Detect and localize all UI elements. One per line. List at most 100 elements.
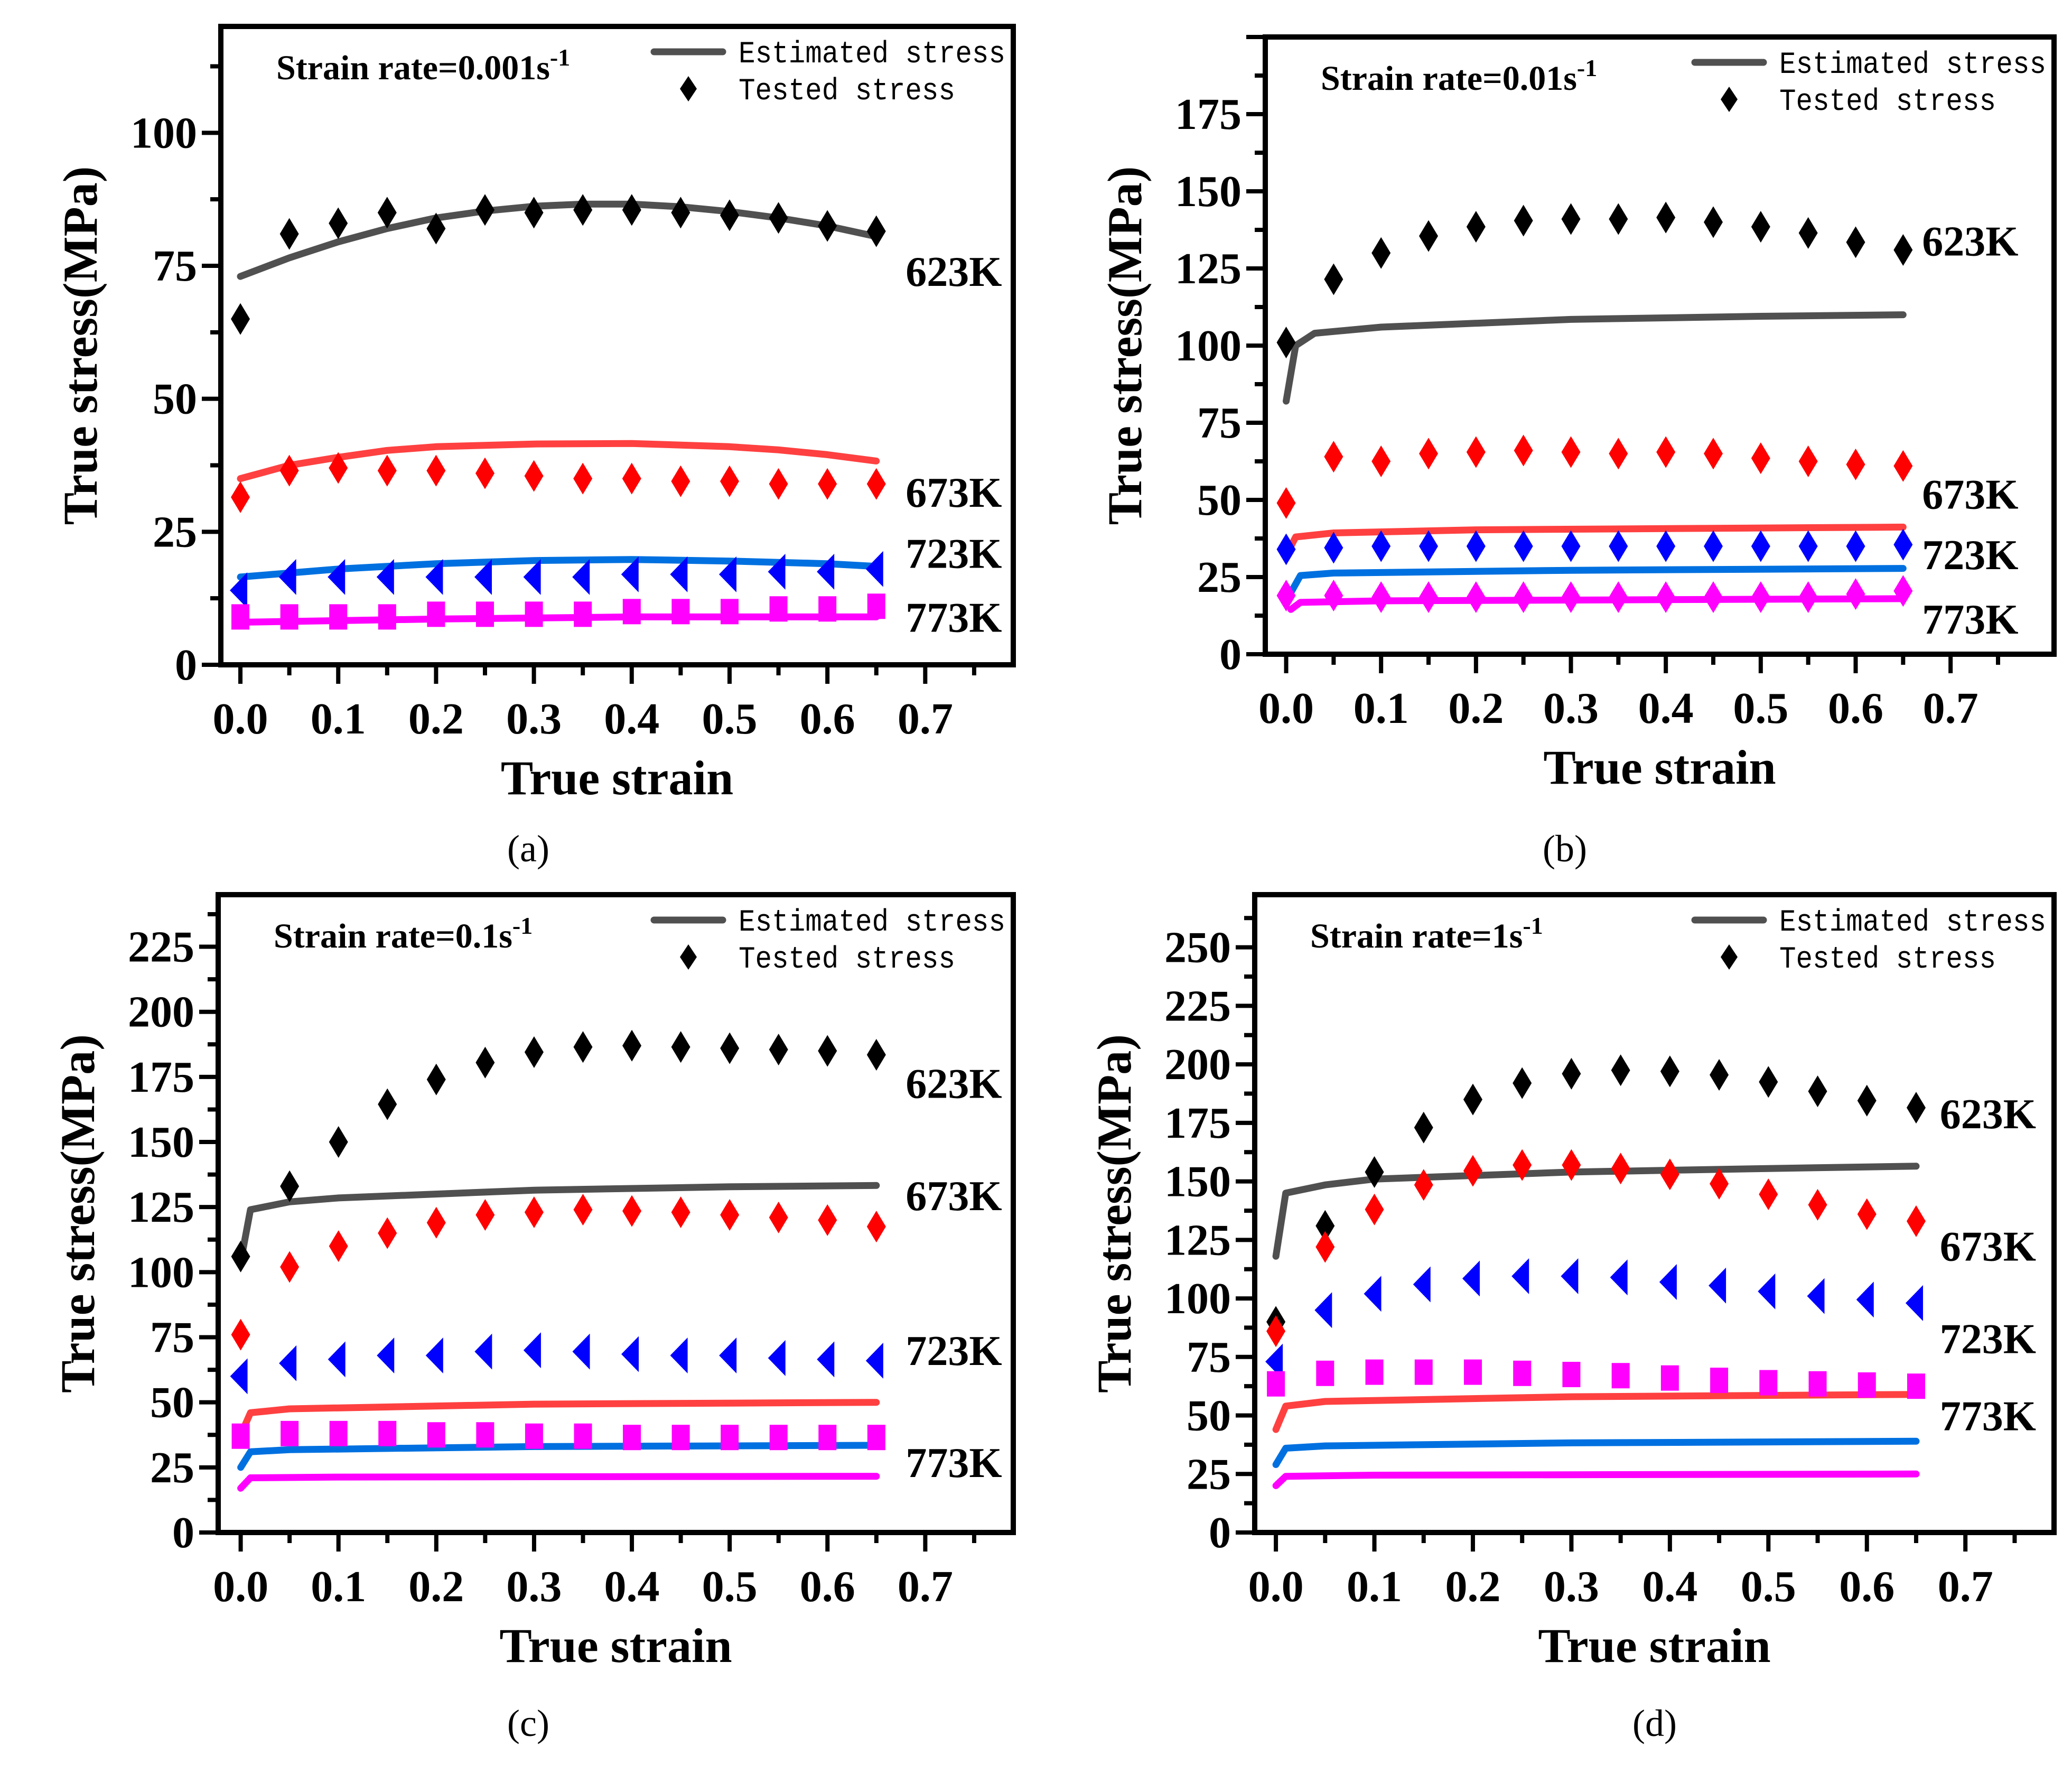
tested-point-773K [671,599,690,625]
x-axis-title: True strain [501,751,733,805]
estimated-line-623K [237,1182,880,1266]
tested-point-723K [474,559,492,595]
tested-point-673K [769,468,788,500]
tested-point-773K [378,1420,397,1446]
tested-point-723K [768,1340,786,1376]
tested-point-723K [523,1332,541,1369]
tested-point-623K [622,194,641,226]
tested-point-673K [1414,1169,1433,1201]
tested-point-673K [720,465,739,497]
tested-point-773K [1561,581,1581,613]
tested-point-723K [1807,1278,1825,1314]
tested-point-773K [427,601,445,627]
chart-title-superscript: -1 [1577,54,1597,81]
tested-point-773K [623,1425,641,1451]
chart-title-text: Strain rate=0.01s [1321,59,1577,98]
tested-point-673K [1857,1198,1877,1230]
tested-point-723K [1846,530,1865,562]
tested-point-673K [1561,436,1581,468]
y-tick-label: 50 [1187,1391,1231,1441]
tested-point-773K [1562,1362,1581,1388]
tested-point-723K [230,572,248,609]
tested-point-723K [279,1345,297,1381]
tested-point-723K [328,559,346,595]
x-axis-title: True strain [499,1619,732,1673]
tested-point-773K [280,604,298,630]
tested-point-773K [1466,581,1486,613]
temperature-label: 723K [906,1328,1002,1374]
tested-point-673K [866,1211,886,1243]
tested-point-673K [475,457,494,489]
legend-diamond-icon [680,76,697,101]
tested-point-623K [1463,1083,1482,1116]
tested-point-623K [1893,234,1913,266]
tested-point-623K [329,207,348,239]
tested-point-723K [1798,530,1818,562]
tested-point-773K [721,1425,739,1451]
tested-point-773K [1656,581,1676,613]
tested-point-623K [573,1031,593,1063]
tested-point-623K [426,212,446,245]
tested-point-723K [1561,1258,1579,1294]
tested-point-673K [1704,438,1723,470]
tested-point-723K [376,559,394,595]
temperature-label: 773K [906,595,1002,641]
tested-point-673K [378,1217,397,1249]
tested-point-623K [1561,203,1581,235]
tested-point-673K [524,460,544,492]
tested-point-773K [1808,1371,1827,1397]
plot-frame [1252,892,2057,1535]
tested-point-673K [1611,1153,1630,1185]
tested-point-773K [671,1425,690,1451]
x-tick-label: 0.5 [702,1562,758,1611]
y-tick-label: 150 [1164,1157,1231,1206]
y-tick-label: 0 [1219,630,1242,679]
x-axis-title: True strain [1543,740,1776,794]
tested-point-673K [720,1199,740,1231]
x-tick-label: 0.6 [1828,684,1883,733]
tested-point-773K [476,1422,494,1448]
y-tick-label: 25 [1197,553,1242,602]
tested-point-623K [1704,206,1723,238]
tested-point-773K [476,601,494,627]
tested-point-723K [572,1333,590,1370]
tested-point-623K [1466,211,1486,243]
tested-point-623K [671,197,690,229]
y-tick-label: 175 [1175,90,1242,139]
tested-point-623K [1514,205,1533,237]
chart-panel-c: 0.0 0.1 0.2 0.3 0.4 0.5 0.6 0.7 0 25 50 75 100 125 150… [51,892,1016,1744]
y-tick-label: 25 [153,507,197,556]
tested-point-723K [328,1341,346,1378]
tested-point-673K [866,468,886,500]
tested-point-673K [1419,438,1439,470]
y-tick-label: 100 [130,108,197,157]
legend-label-estimated: Estimated stress [739,906,1005,940]
tested-point-673K [1656,436,1676,468]
legend-label-estimated: Estimated stress [1779,906,2046,940]
tested-point-623K [573,194,593,226]
x-tick-label: 0.2 [408,1562,464,1611]
tested-point-673K [524,1196,544,1229]
temperature-label: 773K [906,1440,1002,1487]
temperature-label: 673K [1922,471,2018,518]
temperature-label: 623K [906,1061,1002,1108]
x-tick-label: 0.3 [1544,1562,1599,1611]
legend-label-tested: Tested stress [739,75,955,109]
tested-point-673K [1371,445,1391,477]
temperature-label: 623K [906,249,1002,295]
tested-point-723K [1314,1292,1332,1329]
chart-title-text: Strain rate=0.001s [276,49,550,87]
tested-point-673K [1513,1149,1532,1181]
tested-point-623K [622,1029,642,1062]
tested-point-773K [329,604,348,630]
estimated-line-723K [1272,1437,1920,1468]
temperature-label: 723K [1940,1316,2036,1362]
y-tick-label: 100 [1164,1274,1231,1323]
tested-point-723K [425,1337,443,1373]
x-tick-label: 0.6 [1839,1562,1894,1611]
x-tick-label: 0.4 [604,1562,660,1611]
x-tick-label: 0.4 [1642,1562,1697,1611]
tested-point-623K [866,1038,886,1071]
y-tick-label: 0 [175,640,197,690]
tested-point-773K [1267,1371,1285,1397]
